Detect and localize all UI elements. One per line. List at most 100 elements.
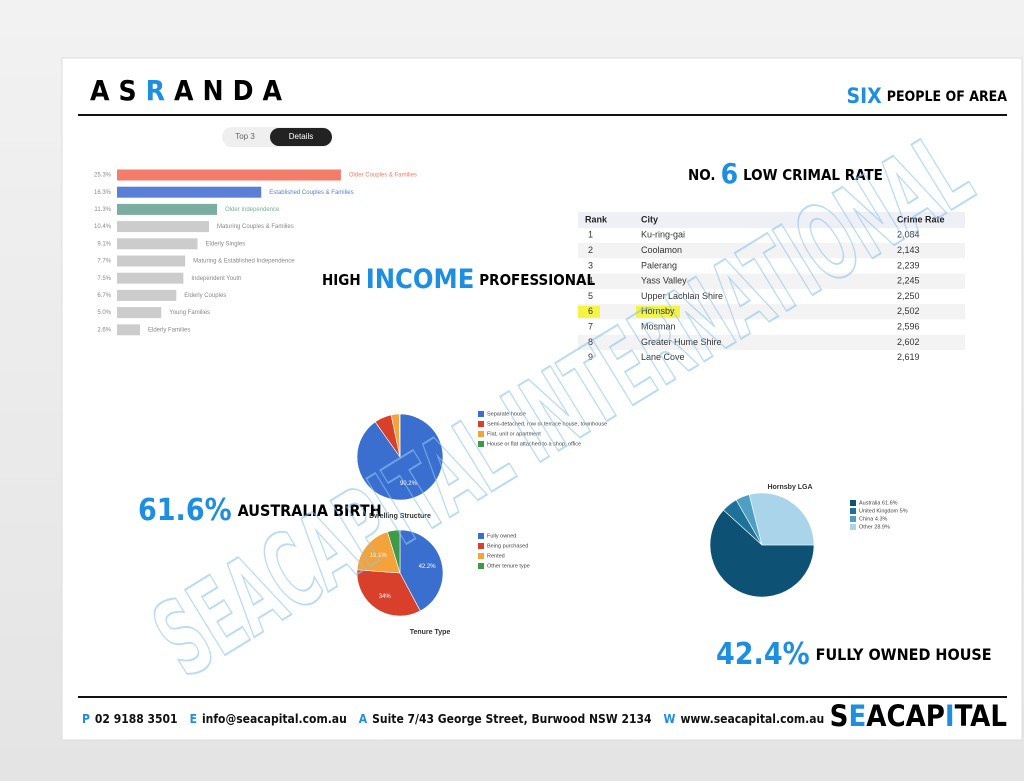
table-cell: 8	[588, 337, 593, 347]
contact-value: www.seacapital.com.au	[680, 712, 824, 726]
legend-label: Semi-detached, row or terrace house, tow…	[487, 421, 607, 427]
logo-part: E	[848, 699, 866, 733]
table-cell: 2	[588, 245, 593, 255]
table-cell: 2,143	[897, 245, 920, 255]
tagline-highlight: SIX	[847, 84, 883, 108]
table-cell: Palerang	[641, 260, 677, 270]
legend-swatch	[478, 563, 484, 569]
logo-part: ACAP	[866, 699, 945, 733]
contact-value: 02 9188 3501	[95, 712, 178, 726]
logo-part: AS	[90, 74, 146, 107]
value-label: 10.4%	[94, 224, 112, 230]
value-label: 5.0%	[97, 310, 111, 316]
pie-slice	[399, 529, 444, 612]
contact-key: A	[359, 712, 368, 726]
highlight-marker	[636, 305, 680, 318]
category-label: Elderly Couples	[184, 293, 226, 299]
category-label: Elderly Families	[148, 327, 190, 333]
category-label: Older Couples & Families	[349, 173, 417, 179]
legend-swatch	[478, 431, 484, 437]
logo-part: R	[146, 74, 174, 107]
highlight: INCOME	[366, 264, 475, 295]
legend-swatch	[850, 516, 856, 522]
pie-slice	[398, 413, 401, 458]
legend-swatch	[478, 441, 484, 447]
charts: Rank City Crime Rate 1 Ku-ring-gai 2,084 2 Cool…	[94, 169, 965, 636]
number: 61.6%	[138, 493, 232, 528]
bar	[117, 255, 186, 267]
table-cell: Ku-ring-gai	[641, 230, 685, 240]
birth-highlight: 61.6% AUSTRALIA BIRTH	[138, 493, 382, 528]
legend-label: House or flat attached to a shop, office	[487, 441, 581, 447]
pie-slice	[709, 509, 815, 598]
brand-logo: ASRANDA	[90, 74, 291, 107]
logo-part: S	[830, 699, 849, 733]
text: LOW CRIMAL RATE	[743, 166, 883, 184]
tab-active[interactable]	[270, 128, 332, 146]
table-cell: 2,602	[897, 337, 920, 347]
table-cell: 2,084	[897, 230, 920, 240]
legend-label: Being purchased	[487, 543, 528, 549]
prefix: NO.	[688, 166, 716, 184]
prefix: HIGH	[322, 271, 361, 289]
value-label: 7.7%	[97, 259, 111, 265]
table-cell: Hornsby	[641, 306, 675, 316]
bar	[117, 272, 184, 284]
legend-label: Rented	[487, 553, 505, 559]
value-label: 25.3%	[94, 173, 112, 179]
tagline: SIX PEOPLE OF AREA	[847, 84, 1008, 108]
tab[interactable]: Top 3	[235, 132, 255, 141]
contact-key: P	[82, 712, 90, 726]
legend-label: Fully owned	[487, 533, 516, 539]
legend-label: Separate house	[487, 411, 526, 417]
legend-swatch	[850, 500, 856, 506]
table-cell: 9	[588, 352, 593, 362]
slice-label: 42.2%	[419, 564, 437, 570]
column-header: City	[641, 214, 658, 224]
contact-value: info@seacapital.com.au	[202, 712, 347, 726]
table-cell: 2,250	[897, 291, 920, 301]
value-label: 11.3%	[94, 207, 111, 213]
table-cell: 1	[588, 230, 593, 240]
legend-label: Australia 61.6%	[859, 500, 898, 506]
contact-value: Suite 7/43 George Street, Burwood NSW 21…	[372, 712, 652, 726]
tab[interactable]: Details	[289, 132, 313, 141]
legend-swatch	[478, 411, 484, 417]
slice-label: 19.1%	[370, 553, 388, 559]
slice-label: 34%	[379, 594, 392, 600]
category-label: Older Independence	[225, 207, 280, 213]
table-cell: Yass Valley	[641, 276, 687, 286]
category-label: Established Couples & Families	[269, 190, 353, 196]
legend-swatch	[478, 421, 484, 427]
pie-slice	[356, 569, 421, 617]
legend-swatch	[478, 543, 484, 549]
logo-part: TAL	[955, 699, 1007, 733]
category-label: Young Families	[169, 310, 210, 316]
tagline-text: PEOPLE OF AREA	[887, 89, 1008, 105]
bar	[117, 203, 218, 215]
table-cell: Coolamon	[641, 245, 682, 255]
legend-swatch	[478, 553, 484, 559]
table-cell: 5	[588, 291, 593, 301]
category-label: Maturing Couples & Families	[217, 224, 294, 230]
legend-swatch	[850, 524, 856, 530]
bar	[117, 324, 141, 336]
pie-slice	[387, 529, 401, 574]
legend-label: China 4.3%	[859, 516, 888, 522]
table-cell: 2,239	[897, 260, 920, 270]
column-header: Crime Rate	[897, 214, 945, 224]
category-label: Maturing & Established Independence	[193, 259, 295, 265]
pie-slice	[748, 492, 815, 546]
table-cell: 4	[588, 276, 593, 286]
legend-label: Other tenure type	[487, 563, 530, 569]
legend-label: Flat, unit or apartment	[487, 431, 541, 437]
chart-title: Tenure Type	[410, 629, 451, 636]
legend-label: Other 28.9%	[859, 524, 890, 530]
number: 6	[721, 157, 739, 190]
footer-logo: SEACAPITAL	[830, 699, 1007, 733]
bar	[117, 186, 262, 198]
column-header: Rank	[585, 214, 608, 224]
category-label: Independent Youth	[191, 276, 241, 282]
table-cell: 7	[588, 321, 593, 331]
table-cell: 3	[588, 260, 593, 270]
